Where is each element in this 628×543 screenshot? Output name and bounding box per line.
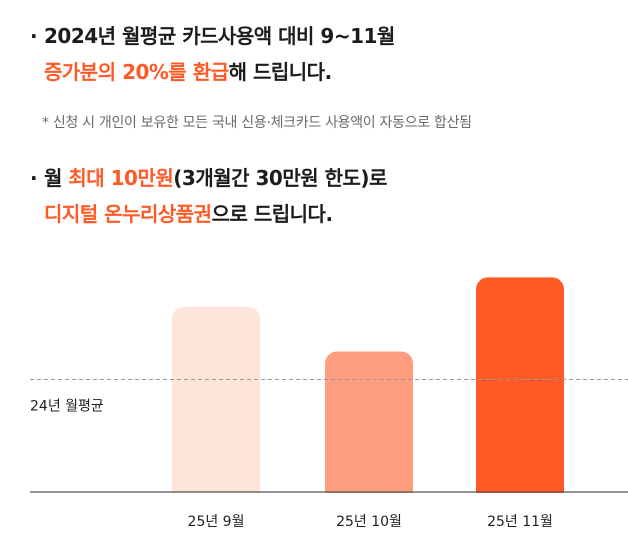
axis-mask bbox=[0, 493, 628, 507]
headline-2-pre: 월 bbox=[44, 166, 69, 190]
headline-2-rest: (3개월간 30만원 한도)로 bbox=[173, 166, 387, 190]
x-tick-label: 25년 9월 bbox=[188, 514, 245, 530]
headline-2-line-2-accent: 디지털 온누리상품권 bbox=[44, 202, 212, 226]
reference-label: 24년 월평균 bbox=[30, 399, 104, 415]
headline-1-accent: 증가분의 20%를 환급 bbox=[44, 60, 229, 84]
bar-1 bbox=[172, 306, 260, 504]
footnote: * 신청 시 개인이 보유한 모든 국내 신용·체크카드 사용액이 자동으로 합… bbox=[42, 115, 472, 131]
headline-2-accent: 최대 10만원 bbox=[68, 166, 174, 190]
x-tick-label: 25년 10월 bbox=[336, 514, 402, 530]
bar-3 bbox=[476, 277, 564, 504]
x-tick-label: 25년 11월 bbox=[487, 514, 553, 530]
headline-1-rest: 해 드립니다. bbox=[228, 60, 333, 84]
bar-2 bbox=[325, 351, 413, 504]
headline-2-line-2-rest: 으로 드립니다. bbox=[211, 202, 333, 226]
headline-1: · 2024년 월평균 카드사용액 대비 9~11월 증가분의 20%를 환급해 … bbox=[30, 18, 395, 90]
bullet-dot: · bbox=[30, 166, 38, 190]
bullet-dot: · bbox=[30, 24, 38, 48]
headline-2: · 월 최대 10만원(3개월간 30만원 한도)로 디지털 온누리상품권으로 드… bbox=[30, 160, 387, 232]
headline-1-line-1: 2024년 월평균 카드사용액 대비 9~11월 bbox=[44, 24, 395, 48]
